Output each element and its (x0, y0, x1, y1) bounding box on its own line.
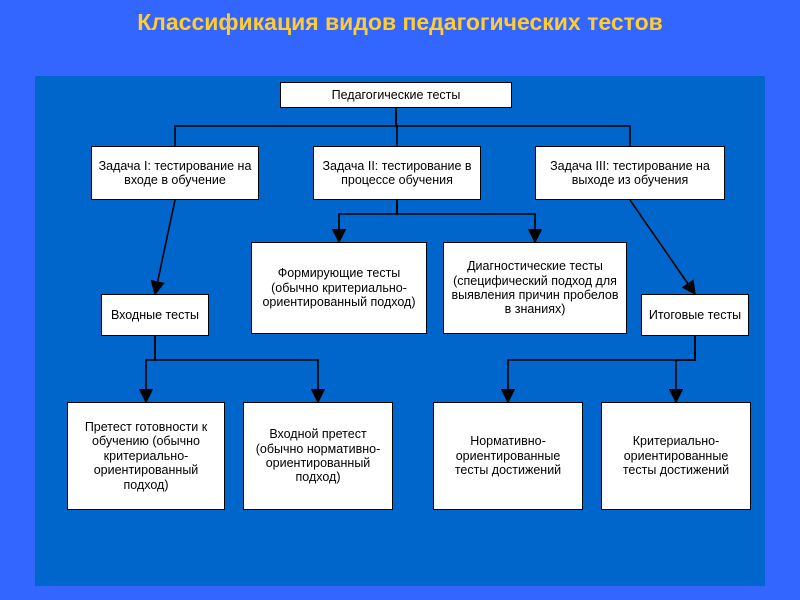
node-form: Формирующие тесты (обычно критериально-о… (251, 242, 427, 334)
slide: Классификация видов педагогических тесто… (0, 0, 800, 600)
edge-root-t3 (396, 108, 630, 146)
node-t3: Задача III: тестирование на выходе из об… (535, 146, 725, 200)
edge-root-t2 (396, 108, 397, 146)
edge-t2-form (339, 200, 397, 242)
node-crit: Критериально-ориентированные тесты дости… (601, 402, 751, 510)
edge-final-crit (676, 336, 695, 402)
node-input: Входные тесты (101, 294, 209, 336)
node-root: Педагогические тесты (280, 82, 512, 108)
edge-root-t1 (175, 108, 396, 146)
chart-area: Педагогические тесты Задача I: тестирован… (35, 76, 765, 586)
node-diag: Диагностические тесты (специфический под… (443, 242, 627, 334)
node-final: Итоговые тесты (641, 294, 749, 336)
edge-t1-input (155, 200, 175, 294)
edge-final-norm (508, 336, 695, 402)
node-pre1: Претест готовности к обучению (обычно кр… (67, 402, 225, 510)
edge-t3-final (630, 200, 695, 294)
node-pre2: Входной претест (обычно нормативно-ориен… (243, 402, 393, 510)
node-t1: Задача I: тестирование на входе в обучен… (91, 146, 259, 200)
edge-input-pre2 (155, 336, 318, 402)
edge-t2-diag (397, 200, 535, 242)
node-norm: Нормативно-ориентированные тесты достиже… (433, 402, 583, 510)
slide-title: Классификация видов педагогических тесто… (0, 8, 800, 37)
node-t2: Задача II: тестирование в процессе обуче… (313, 146, 481, 200)
edge-input-pre1 (146, 336, 155, 402)
